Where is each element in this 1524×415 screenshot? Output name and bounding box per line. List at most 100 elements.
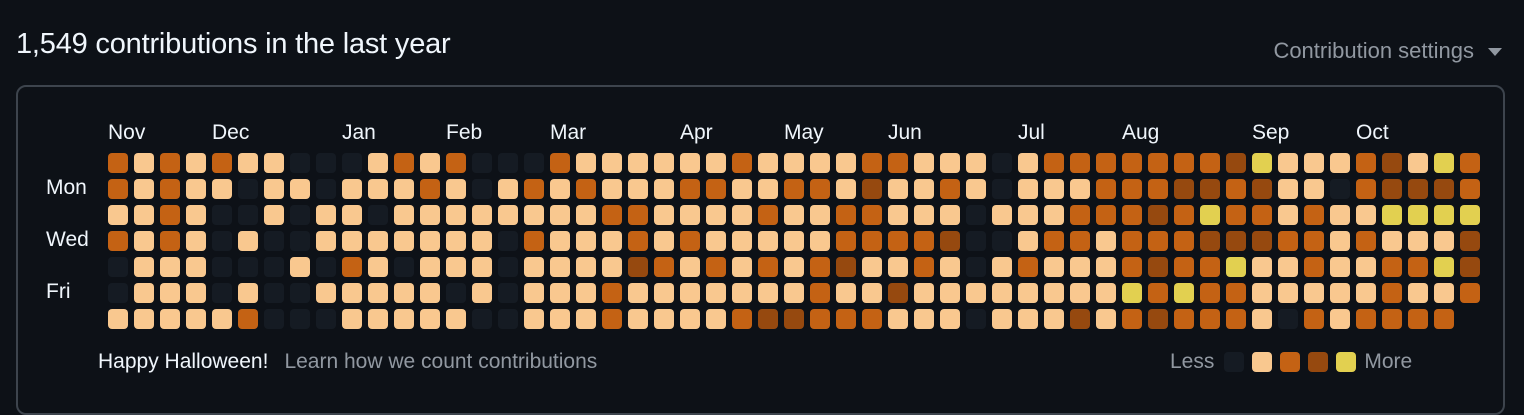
contribution-day-cell[interactable] [1148, 205, 1168, 225]
contribution-day-cell[interactable] [368, 205, 388, 225]
contribution-day-cell[interactable] [108, 179, 128, 199]
contribution-day-cell[interactable] [1122, 309, 1142, 329]
contribution-day-cell[interactable] [394, 257, 414, 277]
contribution-day-cell[interactable] [1096, 153, 1116, 173]
contribution-day-cell[interactable] [680, 231, 700, 251]
contribution-day-cell[interactable] [498, 153, 518, 173]
contribution-day-cell[interactable] [628, 153, 648, 173]
contribution-day-cell[interactable] [1122, 257, 1142, 277]
contribution-day-cell[interactable] [342, 179, 362, 199]
contribution-day-cell[interactable] [1096, 179, 1116, 199]
contribution-day-cell[interactable] [1252, 283, 1272, 303]
contribution-day-cell[interactable] [446, 179, 466, 199]
contribution-day-cell[interactable] [654, 205, 674, 225]
contribution-day-cell[interactable] [420, 153, 440, 173]
contribution-day-cell[interactable] [1408, 205, 1428, 225]
contribution-day-cell[interactable] [524, 231, 544, 251]
contribution-day-cell[interactable] [290, 309, 310, 329]
contribution-day-cell[interactable] [1382, 179, 1402, 199]
contribution-day-cell[interactable] [862, 205, 882, 225]
contribution-day-cell[interactable] [316, 153, 336, 173]
contribution-day-cell[interactable] [784, 257, 804, 277]
contribution-day-cell[interactable] [1070, 231, 1090, 251]
contribution-day-cell[interactable] [1330, 179, 1350, 199]
contribution-day-cell[interactable] [368, 179, 388, 199]
contribution-day-cell[interactable] [602, 179, 622, 199]
contribution-day-cell[interactable] [914, 283, 934, 303]
contribution-day-cell[interactable] [420, 179, 440, 199]
contribution-day-cell[interactable] [1252, 257, 1272, 277]
contribution-day-cell[interactable] [1252, 153, 1272, 173]
contribution-day-cell[interactable] [1434, 205, 1454, 225]
contribution-day-cell[interactable] [836, 179, 856, 199]
contribution-day-cell[interactable] [654, 179, 674, 199]
contribution-day-cell[interactable] [862, 231, 882, 251]
contribution-day-cell[interactable] [1408, 153, 1428, 173]
contribution-day-cell[interactable] [342, 309, 362, 329]
contribution-day-cell[interactable] [1408, 231, 1428, 251]
contribution-day-cell[interactable] [706, 283, 726, 303]
contribution-day-cell[interactable] [966, 257, 986, 277]
contribution-day-cell[interactable] [992, 205, 1012, 225]
contribution-day-cell[interactable] [238, 153, 258, 173]
contribution-day-cell[interactable] [732, 153, 752, 173]
contribution-day-cell[interactable] [524, 179, 544, 199]
contribution-settings-button[interactable]: Contribution settings [1273, 38, 1502, 64]
contribution-day-cell[interactable] [212, 283, 232, 303]
contribution-day-cell[interactable] [1382, 283, 1402, 303]
contribution-day-cell[interactable] [914, 231, 934, 251]
contribution-day-cell[interactable] [368, 153, 388, 173]
contribution-day-cell[interactable] [498, 309, 518, 329]
contribution-day-cell[interactable] [576, 153, 596, 173]
contribution-day-cell[interactable] [524, 153, 544, 173]
contribution-day-cell[interactable] [550, 153, 570, 173]
contribution-day-cell[interactable] [550, 231, 570, 251]
contribution-day-cell[interactable] [992, 257, 1012, 277]
contribution-day-cell[interactable] [992, 179, 1012, 199]
contribution-day-cell[interactable] [1434, 231, 1454, 251]
contribution-day-cell[interactable] [290, 153, 310, 173]
contribution-day-cell[interactable] [316, 309, 336, 329]
contribution-day-cell[interactable] [628, 179, 648, 199]
contribution-day-cell[interactable] [1408, 179, 1428, 199]
contribution-day-cell[interactable] [1200, 179, 1220, 199]
contribution-day-cell[interactable] [888, 153, 908, 173]
contribution-day-cell[interactable] [1304, 309, 1324, 329]
contribution-day-cell[interactable] [940, 257, 960, 277]
contribution-day-cell[interactable] [1460, 153, 1480, 173]
contribution-day-cell[interactable] [1122, 205, 1142, 225]
contribution-day-cell[interactable] [134, 205, 154, 225]
contribution-day-cell[interactable] [784, 309, 804, 329]
contribution-day-cell[interactable] [680, 283, 700, 303]
contribution-day-cell[interactable] [1252, 179, 1272, 199]
contribution-day-cell[interactable] [550, 179, 570, 199]
contribution-day-cell[interactable] [1174, 309, 1194, 329]
contribution-day-cell[interactable] [940, 153, 960, 173]
contribution-day-cell[interactable] [498, 257, 518, 277]
contribution-day-cell[interactable] [836, 309, 856, 329]
contribution-day-cell[interactable] [914, 205, 934, 225]
contribution-day-cell[interactable] [992, 283, 1012, 303]
contribution-day-cell[interactable] [1122, 179, 1142, 199]
contribution-day-cell[interactable] [524, 205, 544, 225]
contribution-day-cell[interactable] [1460, 179, 1480, 199]
contribution-day-cell[interactable] [1148, 231, 1168, 251]
contribution-day-cell[interactable] [862, 309, 882, 329]
contribution-day-cell[interactable] [498, 179, 518, 199]
contribution-day-cell[interactable] [888, 283, 908, 303]
contribution-day-cell[interactable] [1148, 153, 1168, 173]
contribution-day-cell[interactable] [940, 179, 960, 199]
contribution-day-cell[interactable] [1200, 257, 1220, 277]
contribution-day-cell[interactable] [1096, 257, 1116, 277]
contribution-day-cell[interactable] [472, 257, 492, 277]
contribution-day-cell[interactable] [212, 205, 232, 225]
contribution-day-cell[interactable] [394, 283, 414, 303]
contribution-day-cell[interactable] [342, 257, 362, 277]
contribution-day-cell[interactable] [524, 309, 544, 329]
contribution-day-cell[interactable] [342, 231, 362, 251]
contribution-day-cell[interactable] [524, 283, 544, 303]
contribution-day-cell[interactable] [1174, 179, 1194, 199]
contribution-day-cell[interactable] [1148, 283, 1168, 303]
contribution-day-cell[interactable] [914, 309, 934, 329]
contribution-day-cell[interactable] [1174, 205, 1194, 225]
